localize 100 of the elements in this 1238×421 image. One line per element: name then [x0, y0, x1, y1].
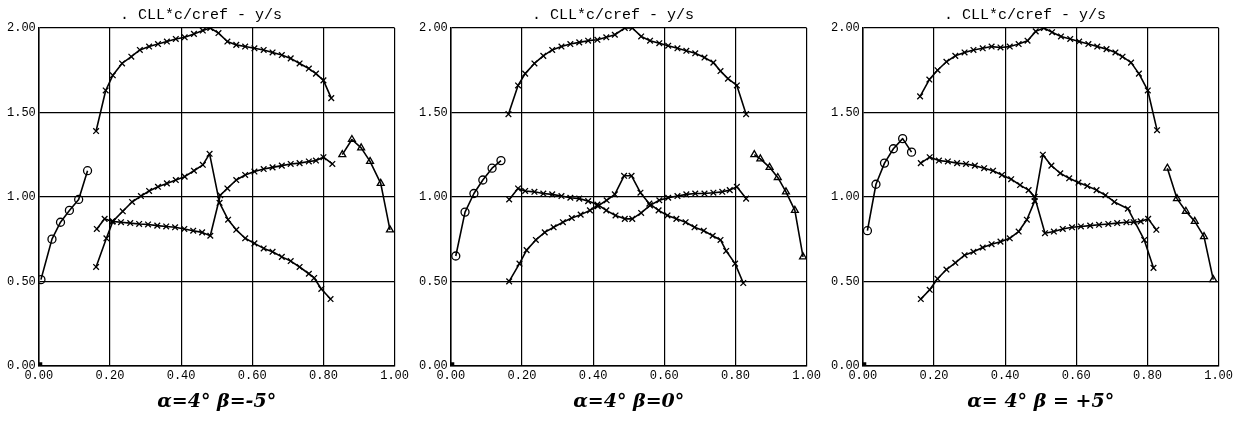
point	[215, 29, 222, 37]
point	[557, 192, 565, 200]
point	[460, 207, 470, 217]
point	[575, 195, 583, 203]
point	[871, 179, 881, 189]
point	[269, 248, 277, 256]
point	[278, 162, 286, 170]
point	[997, 238, 1004, 246]
point	[979, 244, 987, 252]
point	[260, 165, 268, 173]
y-tick-label: 0.50	[6, 274, 36, 289]
x-tick-label: 1.00	[380, 369, 409, 384]
point	[988, 240, 996, 248]
point	[1163, 163, 1172, 171]
point	[750, 150, 759, 158]
y-tick-label: 2.00	[830, 21, 860, 36]
point	[223, 38, 231, 45]
point	[376, 178, 385, 187]
point	[1050, 228, 1058, 235]
x-tick-label: 0.20	[95, 369, 125, 384]
point	[1024, 37, 1032, 45]
point	[1048, 28, 1056, 36]
point	[593, 36, 601, 44]
point	[171, 223, 179, 231]
point	[296, 263, 304, 271]
point	[189, 227, 197, 235]
point	[971, 162, 979, 170]
chart-title: . CLL*c/cref - y/s	[943, 6, 1107, 24]
point	[1103, 45, 1110, 53]
point	[1083, 182, 1091, 190]
point	[1130, 218, 1138, 226]
point	[1077, 222, 1085, 230]
point	[532, 236, 540, 244]
point	[172, 176, 180, 184]
x-tick-label: 0.40	[578, 369, 608, 384]
point	[773, 172, 782, 181]
point	[199, 28, 207, 35]
x-tick-label: 0.20	[919, 369, 949, 384]
point	[691, 49, 699, 57]
x-tick-label: 0.00	[848, 369, 878, 384]
point	[1104, 220, 1112, 228]
point	[206, 150, 214, 158]
x-axis-title: α=4° β=0°	[573, 388, 685, 411]
point	[1086, 222, 1094, 230]
point	[742, 195, 750, 203]
point	[487, 163, 497, 173]
y-tick-label: 1.50	[830, 105, 860, 120]
point	[1059, 225, 1067, 233]
x-tick-label: 0.80	[1133, 369, 1162, 384]
point	[944, 157, 952, 165]
point	[504, 110, 512, 118]
point	[101, 215, 109, 223]
point	[926, 153, 934, 161]
point	[232, 226, 240, 234]
point	[287, 54, 295, 62]
point	[566, 40, 574, 48]
point	[530, 188, 538, 196]
point	[153, 222, 161, 230]
point	[1144, 87, 1152, 94]
point	[338, 150, 347, 158]
point	[521, 187, 529, 195]
point	[724, 75, 732, 83]
x-tick-label: 1.00	[1204, 369, 1233, 384]
point	[305, 157, 313, 165]
point	[1093, 43, 1101, 51]
point	[260, 46, 268, 54]
point	[278, 51, 286, 59]
point	[109, 71, 117, 79]
point	[548, 46, 556, 54]
point	[1101, 191, 1109, 199]
point	[611, 31, 619, 39]
point	[224, 216, 232, 224]
point	[47, 234, 57, 244]
x-tick-label: 0.00	[436, 369, 466, 384]
y-tick-label: 1.00	[830, 190, 860, 205]
y-tick-label: 2.00	[418, 21, 448, 36]
x-axis-title: α= 4° β = +5°	[967, 388, 1115, 411]
point	[1032, 28, 1040, 35]
point	[575, 38, 583, 46]
point	[951, 52, 959, 60]
point	[655, 39, 663, 47]
point	[198, 228, 206, 236]
point	[1066, 35, 1074, 43]
point	[365, 156, 375, 165]
point	[700, 227, 708, 235]
point	[172, 35, 180, 43]
point	[1065, 174, 1073, 182]
point	[673, 192, 681, 200]
x-tick-label: 0.40	[166, 369, 196, 384]
point	[682, 218, 690, 226]
x-tick-label: 0.00	[24, 369, 54, 384]
point	[620, 172, 628, 180]
point	[102, 234, 110, 242]
point	[523, 246, 531, 254]
point	[163, 179, 171, 187]
point	[969, 248, 977, 256]
point	[64, 205, 75, 216]
point	[1025, 186, 1033, 194]
point	[1068, 223, 1076, 231]
point	[1006, 43, 1014, 51]
